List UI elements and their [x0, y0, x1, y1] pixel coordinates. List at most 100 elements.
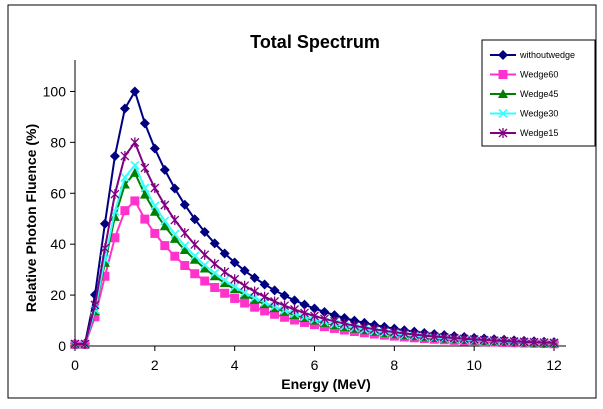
- data-point: [498, 50, 508, 60]
- x-tick-label: 2: [151, 357, 159, 373]
- data-point: [270, 296, 280, 307]
- data-point: [229, 284, 240, 294]
- legend-item: withoutwedge: [490, 50, 575, 60]
- data-point: [219, 248, 230, 259]
- data-point: [90, 312, 100, 322]
- data-point: [359, 322, 369, 333]
- data-point: [389, 327, 399, 338]
- data-point: [150, 201, 160, 211]
- data-point: [409, 329, 419, 340]
- data-point: [180, 228, 190, 239]
- legend-item: Wedge45: [490, 89, 558, 99]
- axes: 0 20 40 60 80 100 0 2 4 6 8 10 12: [43, 60, 566, 373]
- data-point: [169, 183, 180, 194]
- data-point: [240, 280, 250, 291]
- data-point: [449, 333, 459, 344]
- data-point: [120, 206, 130, 216]
- data-point: [120, 151, 130, 162]
- data-point: [469, 334, 479, 345]
- data-point: [70, 338, 80, 349]
- data-point: [250, 302, 260, 312]
- x-tick-label: 12: [546, 357, 562, 373]
- data-point: [509, 336, 519, 347]
- data-point: [110, 189, 120, 200]
- data-point: [200, 260, 210, 270]
- data-point: [139, 118, 150, 129]
- data-point: [498, 70, 508, 79]
- data-point: [529, 337, 539, 348]
- data-point: [549, 337, 559, 348]
- data-point: [230, 274, 240, 285]
- data-point: [170, 251, 180, 261]
- data-point: [160, 200, 170, 211]
- data-point: [280, 300, 290, 311]
- data-point: [239, 265, 250, 276]
- data-point: [240, 287, 250, 298]
- data-point: [110, 233, 120, 243]
- data-point: [319, 306, 330, 317]
- data-point: [190, 269, 200, 279]
- data-point: [399, 328, 409, 339]
- data-point: [479, 335, 489, 346]
- data-point: [498, 128, 508, 138]
- data-point: [169, 233, 180, 243]
- data-point: [180, 261, 190, 271]
- legend-label: Wedge60: [520, 70, 558, 80]
- y-tick-label: 0: [58, 338, 66, 354]
- data-point: [129, 167, 140, 177]
- data-point: [240, 298, 250, 308]
- data-point: [249, 272, 260, 283]
- data-point: [260, 291, 270, 302]
- data-point: [149, 206, 160, 216]
- data-point: [200, 249, 210, 260]
- data-point: [290, 315, 300, 325]
- data-point: [439, 332, 449, 343]
- data-point: [219, 278, 230, 288]
- data-point: [280, 312, 290, 322]
- data-point: [270, 309, 280, 319]
- data-point: [130, 196, 140, 206]
- x-tick-label: 0: [71, 357, 79, 373]
- data-point: [199, 226, 210, 237]
- data-point: [170, 214, 180, 225]
- data-point: [210, 282, 220, 292]
- data-point: [150, 228, 160, 238]
- data-point: [260, 306, 270, 316]
- data-point: [310, 311, 319, 321]
- legend-label: Wedge45: [520, 89, 558, 99]
- data-point: [170, 229, 180, 239]
- data-point: [179, 244, 190, 254]
- data-point: [519, 336, 529, 347]
- x-tick-label: 8: [390, 357, 398, 373]
- data-point: [130, 137, 140, 148]
- data-point: [300, 317, 310, 327]
- data-point: [140, 162, 150, 173]
- data-point: [199, 263, 210, 273]
- data-point: [269, 285, 280, 296]
- plot-series: [70, 86, 559, 350]
- data-point: [120, 172, 130, 182]
- data-point: [498, 108, 508, 119]
- data-point: [140, 183, 150, 193]
- data-point: [459, 333, 469, 344]
- data-point: [220, 266, 230, 277]
- data-point: [210, 268, 220, 278]
- data-point: [209, 238, 220, 249]
- data-point: [159, 164, 170, 175]
- y-tick-label: 80: [50, 134, 66, 150]
- data-point: [119, 103, 130, 114]
- data-point: [189, 254, 200, 264]
- data-point: [309, 303, 320, 314]
- data-point: [259, 279, 270, 290]
- series-wedge15: [70, 137, 559, 349]
- data-point: [539, 337, 549, 348]
- data-point: [100, 271, 110, 281]
- data-point: [129, 86, 140, 97]
- data-point: [320, 313, 329, 324]
- data-point: [239, 289, 250, 299]
- x-axis-label: Energy (MeV): [281, 376, 370, 392]
- data-point: [369, 324, 379, 335]
- y-axis-label: Relative Photon Fluence (%): [23, 124, 39, 312]
- y-tick-label: 100: [43, 83, 67, 99]
